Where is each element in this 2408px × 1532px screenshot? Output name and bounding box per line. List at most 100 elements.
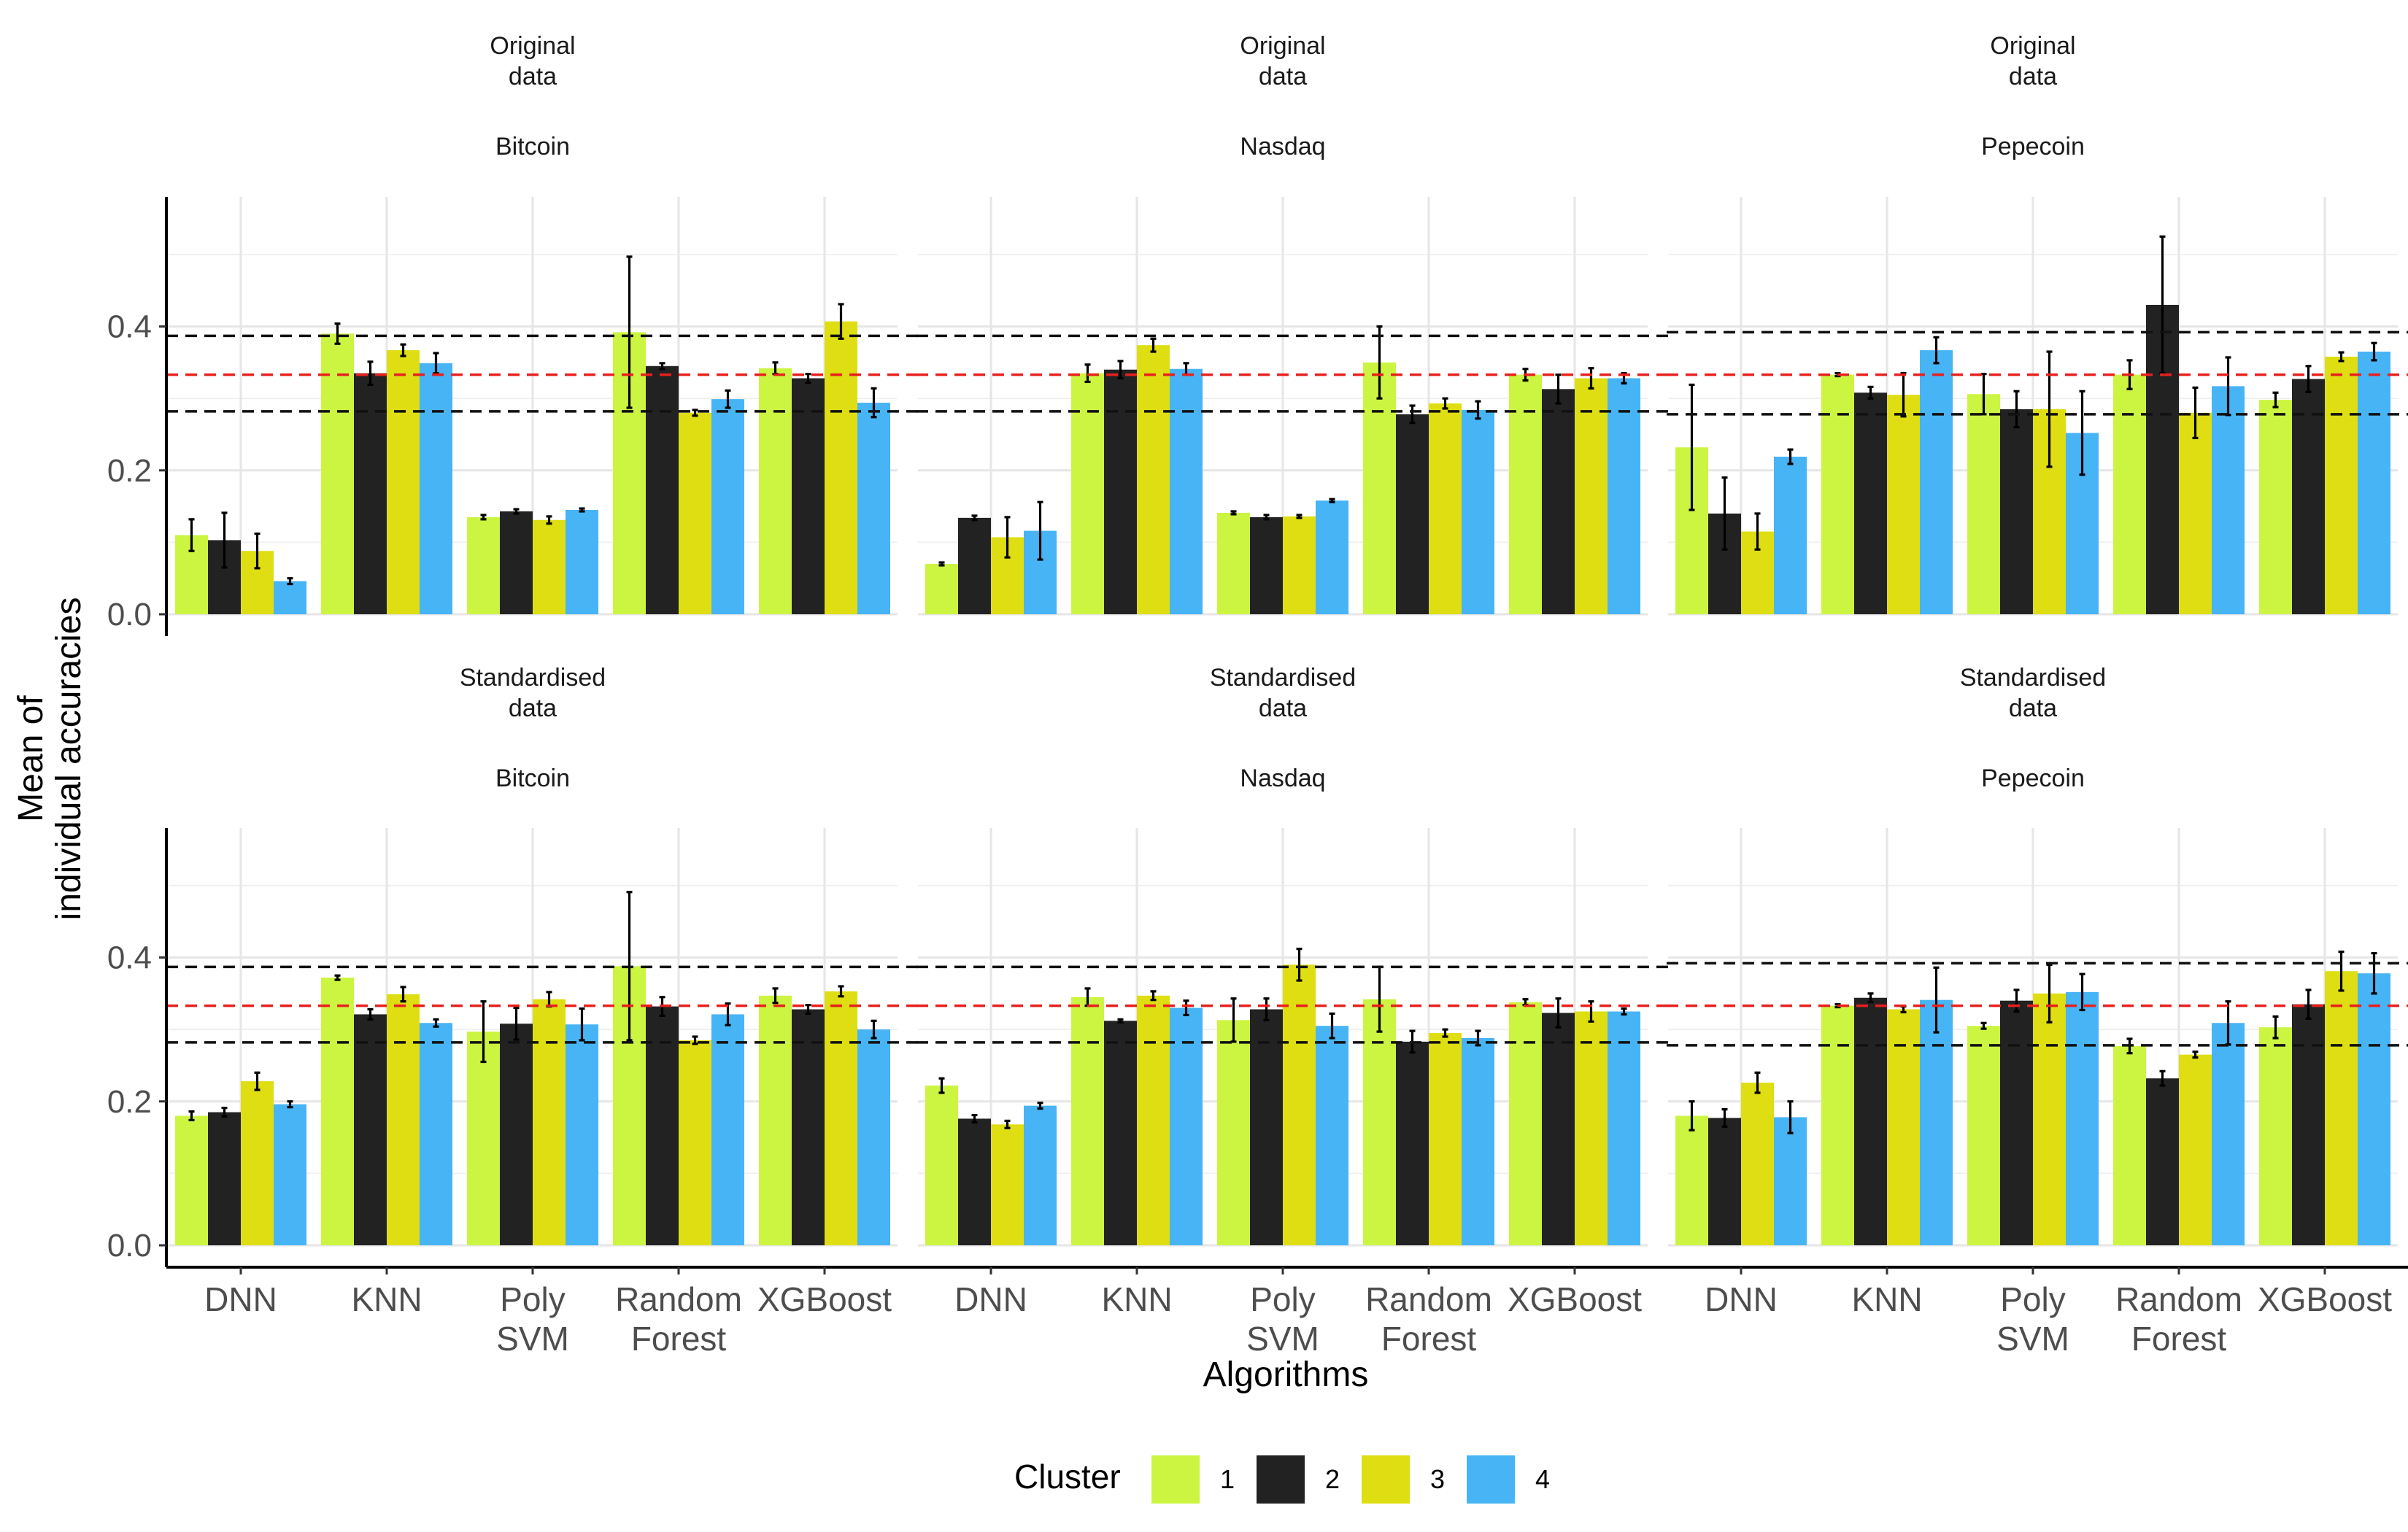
- bar-cluster-4-1: [1920, 350, 1953, 614]
- panel-0-2: Original data Pepecoin: [1667, 32, 2408, 616]
- error-bar: [513, 508, 520, 515]
- error-bar: [579, 1007, 585, 1042]
- bar-cluster-3-3: [2179, 412, 2212, 614]
- legend-label-1: 1: [1220, 1464, 1235, 1494]
- bar-cluster-3-2: [2033, 993, 2066, 1245]
- bar-cluster-4-0: [1774, 1117, 1807, 1245]
- error-bar: [2013, 390, 2020, 429]
- y-tick-label: 0.4: [107, 940, 152, 976]
- error-bar: [480, 1000, 487, 1064]
- bar-cluster-3-4: [1575, 378, 1608, 614]
- legend-label-2: 2: [1325, 1464, 1340, 1494]
- x-tick-label: Random: [2115, 1280, 2242, 1318]
- bar-cluster-3-1: [1137, 995, 1170, 1245]
- bar-cluster-4-2: [1316, 500, 1348, 614]
- bar-cluster-3-1: [1887, 395, 1920, 614]
- bar-cluster-3-3: [2179, 1054, 2212, 1245]
- bar-cluster-2-4: [2292, 1004, 2325, 1245]
- x-tick-label: KNN: [1851, 1280, 1922, 1318]
- bar-cluster-1-1: [1071, 997, 1104, 1245]
- error-bar: [1933, 336, 1940, 365]
- bar-cluster-2-2: [1250, 1009, 1283, 1245]
- bar-cluster-3-3: [679, 412, 711, 614]
- bar-cluster-2-3: [1396, 1041, 1429, 1245]
- bar-cluster-2-4: [2292, 379, 2325, 614]
- error-bar: [1084, 363, 1091, 384]
- bar-cluster-1-2: [467, 517, 500, 614]
- x-tick-label: Random: [615, 1280, 742, 1318]
- bar-cluster-2-2: [2000, 1000, 2033, 1245]
- error-bar: [1900, 372, 1907, 418]
- error-bar: [1754, 512, 1761, 551]
- bar-cluster-3-4: [825, 991, 857, 1245]
- strip-asset-label: Bitcoin: [495, 133, 570, 160]
- bar-cluster-4-0: [274, 1104, 306, 1245]
- bar-cluster-3-2: [1283, 964, 1316, 1245]
- bar-cluster-2-1: [354, 1014, 387, 1245]
- x-tick-label: SVM: [496, 1320, 569, 1358]
- bar-cluster-4-4: [1608, 1011, 1640, 1245]
- error-bar: [938, 1077, 945, 1094]
- bar-cluster-4-4: [857, 403, 890, 614]
- error-bar: [1263, 514, 1270, 521]
- error-bar: [400, 986, 406, 1003]
- legend-label-4: 4: [1535, 1464, 1550, 1494]
- error-bar: [254, 1071, 261, 1091]
- bar-cluster-3-3: [1429, 1033, 1462, 1245]
- x-tick-label: XGBoost: [757, 1280, 892, 1318]
- bar-cluster-4-3: [711, 1014, 744, 1245]
- bar-cluster-2-3: [646, 1006, 679, 1245]
- x-tick-label: SVM: [1246, 1320, 1319, 1358]
- error-bar: [2338, 951, 2345, 992]
- strip-row-label: data: [1259, 695, 1307, 722]
- error-bar: [1004, 516, 1011, 559]
- bar-cluster-2-0: [958, 517, 991, 614]
- error-bar: [1376, 325, 1383, 400]
- error-bar: [2192, 386, 2199, 439]
- bar-cluster-3-0: [241, 1081, 274, 1245]
- error-bar: [871, 1019, 877, 1040]
- strip-row-label: data: [2009, 63, 2057, 90]
- error-bar: [188, 1110, 195, 1122]
- error-bar: [1442, 397, 1448, 410]
- error-bar: [2079, 390, 2085, 476]
- bar-cluster-1-1: [1071, 373, 1104, 614]
- error-bar: [805, 373, 811, 384]
- x-tick-label: KNN: [351, 1280, 422, 1318]
- y-tick-label: 0.0: [107, 597, 152, 632]
- x-tick-label: Forest: [2131, 1320, 2227, 1358]
- bar-cluster-2-1: [1854, 392, 1887, 614]
- error-bar: [2305, 989, 2312, 1020]
- strip-row-label: Original: [1990, 32, 2075, 60]
- error-bar: [433, 352, 439, 375]
- bar-cluster-4-3: [711, 399, 744, 614]
- bar-cluster-4-1: [1920, 999, 1953, 1245]
- error-bar: [2079, 972, 2085, 1012]
- strip-row-label: Original: [1240, 32, 1325, 60]
- x-tick-label: XGBoost: [1508, 1280, 1642, 1318]
- x-tick-label: Forest: [1381, 1320, 1477, 1358]
- bar-cluster-3-1: [387, 350, 420, 614]
- error-bar: [1004, 1119, 1011, 1129]
- bar-cluster-4-3: [2212, 1023, 2245, 1245]
- x-tick-label: Poly: [2000, 1280, 2065, 1318]
- error-bar: [287, 577, 293, 586]
- error-bar: [1689, 383, 1695, 511]
- y-axis-title-line-2: individual accuracies: [50, 597, 88, 921]
- x-tick-label: Poly: [1250, 1280, 1315, 1318]
- strip-row-label: Standardised: [1960, 664, 2106, 692]
- error-bar: [1933, 966, 1940, 1034]
- bar-cluster-2-4: [792, 1009, 825, 1245]
- bar-cluster-3-3: [1429, 403, 1462, 614]
- bar-cluster-4-2: [2066, 991, 2099, 1245]
- bar-cluster-3-3: [679, 1040, 711, 1245]
- error-bar: [1150, 990, 1157, 1002]
- strip-asset-label: Pepecoin: [1981, 133, 2085, 160]
- bar-cluster-3-4: [1575, 1011, 1608, 1245]
- bar-cluster-2-0: [208, 1112, 241, 1245]
- error-bar: [2159, 235, 2166, 375]
- error-bar: [433, 1018, 439, 1028]
- bar-cluster-1-2: [1967, 1026, 2000, 1245]
